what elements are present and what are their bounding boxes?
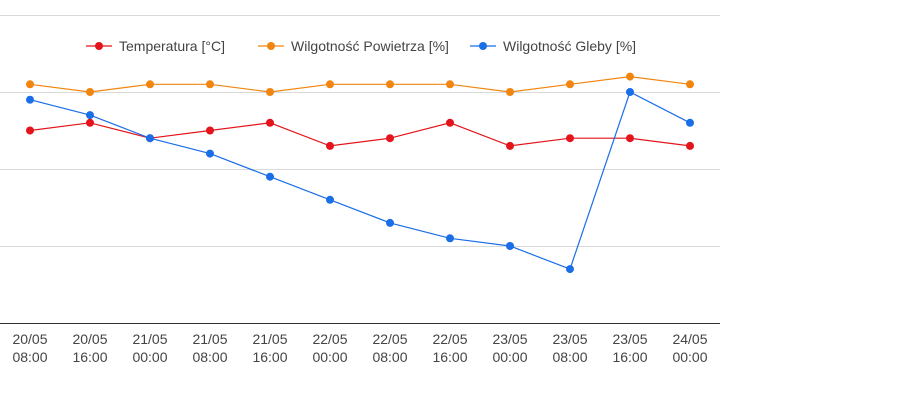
x-tick-label: 21/05 08:00: [192, 331, 227, 365]
legend-item[interactable]: Temperatura [°C]: [86, 38, 225, 54]
legend-swatch-dot: [267, 42, 275, 50]
legend-swatch-dot: [95, 42, 103, 50]
data-point[interactable]: [686, 141, 694, 150]
data-point[interactable]: [326, 195, 334, 204]
data-point[interactable]: [266, 172, 274, 181]
data-point[interactable]: [326, 141, 334, 150]
data-point[interactable]: [26, 126, 34, 135]
x-tick-label: 23/05 16:00: [612, 331, 647, 365]
data-point[interactable]: [206, 80, 214, 89]
series-line: [29, 75, 691, 93]
gridlines: [0, 15, 720, 247]
x-tick-label: 21/05 16:00: [252, 331, 287, 365]
legend-label: Wilgotność Gleby [%]: [503, 38, 636, 54]
legend: Temperatura [°C] Wilgotność Powietrza [%]…: [86, 38, 636, 54]
data-point[interactable]: [566, 80, 574, 89]
data-point[interactable]: [26, 95, 34, 104]
data-point[interactable]: [86, 118, 94, 127]
x-tick-label: 20/05 16:00: [72, 331, 107, 365]
legend-label: Wilgotność Powietrza [%]: [291, 38, 449, 54]
x-tick-label: 22/05 00:00: [312, 331, 347, 365]
x-tick-label: 23/05 08:00: [552, 331, 587, 365]
legend-item[interactable]: Wilgotność Gleby [%]: [470, 38, 636, 54]
data-point[interactable]: [86, 111, 94, 120]
x-tick-label: 22/05 08:00: [372, 331, 407, 365]
data-point[interactable]: [26, 80, 34, 89]
data-point[interactable]: [446, 118, 454, 127]
series-line: [29, 91, 691, 270]
data-point[interactable]: [446, 234, 454, 243]
x-tick-label: 23/05 00:00: [492, 331, 527, 365]
data-point[interactable]: [206, 126, 214, 135]
data-point[interactable]: [86, 88, 94, 96]
data-point[interactable]: [626, 72, 634, 81]
data-point[interactable]: [206, 149, 214, 158]
data-point[interactable]: [386, 134, 394, 143]
data-point[interactable]: [566, 134, 574, 143]
data-point[interactable]: [266, 118, 274, 127]
x-tick-label: 22/05 16:00: [432, 331, 467, 365]
series-2: [26, 72, 694, 96]
data-point[interactable]: [386, 218, 394, 227]
data-point[interactable]: [566, 265, 574, 274]
x-tick-label: 21/05 00:00: [132, 331, 167, 365]
data-point[interactable]: [626, 88, 634, 96]
data-point[interactable]: [626, 134, 634, 143]
series-line: [29, 122, 691, 147]
x-tick-label: 20/05 08:00: [12, 331, 47, 365]
data-point[interactable]: [386, 80, 394, 89]
data-point[interactable]: [446, 80, 454, 89]
data-point[interactable]: [506, 141, 514, 150]
data-point[interactable]: [506, 242, 514, 250]
data-point[interactable]: [266, 88, 274, 96]
x-tick-label: 24/05 00:00: [672, 331, 707, 365]
data-point[interactable]: [686, 80, 694, 89]
data-point[interactable]: [326, 80, 334, 89]
series-3: [26, 88, 694, 274]
data-point[interactable]: [146, 80, 154, 89]
legend-label: Temperatura [°C]: [119, 38, 225, 54]
series-1: [26, 118, 694, 150]
data-point[interactable]: [146, 134, 154, 143]
series-lines: [26, 72, 694, 274]
x-axis: 20/05 08:00 20/05 16:00 21/05 00:00 21/05 08:00…: [0, 323, 720, 365]
legend-swatch-dot: [479, 42, 487, 50]
data-point[interactable]: [686, 118, 694, 127]
legend-item[interactable]: Wilgotność Powietrza [%]: [258, 38, 449, 54]
data-point[interactable]: [506, 88, 514, 96]
